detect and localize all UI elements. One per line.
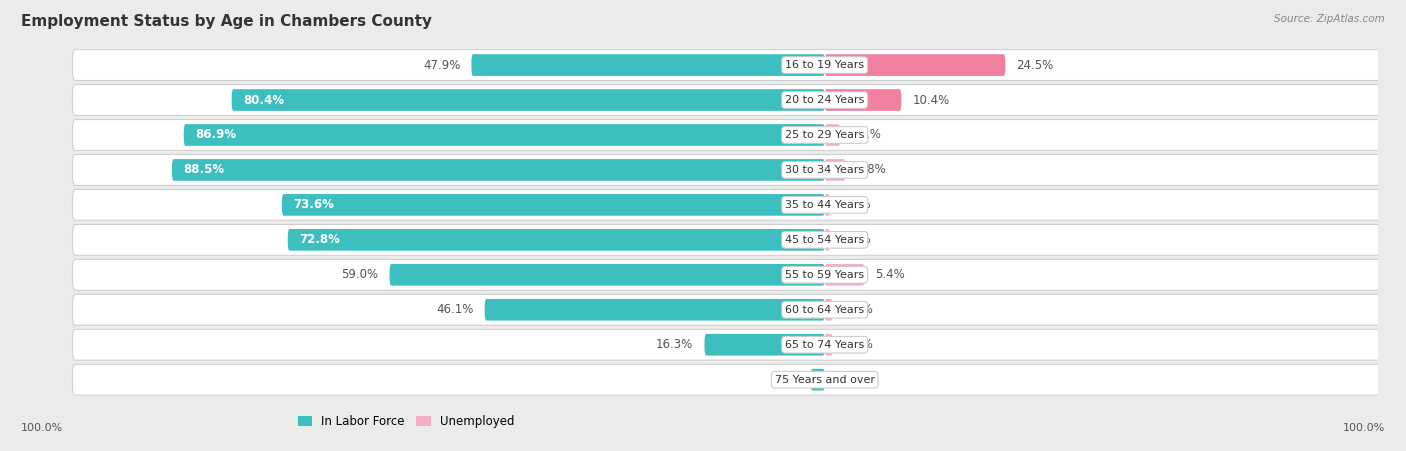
FancyBboxPatch shape <box>72 225 1406 255</box>
Text: 86.9%: 86.9% <box>195 129 236 142</box>
FancyBboxPatch shape <box>825 194 830 216</box>
FancyBboxPatch shape <box>72 329 1406 360</box>
FancyBboxPatch shape <box>72 120 1406 150</box>
Text: 88.5%: 88.5% <box>183 163 224 176</box>
Text: 5.4%: 5.4% <box>876 268 905 281</box>
Text: 1.9%: 1.9% <box>769 373 800 386</box>
FancyBboxPatch shape <box>825 124 841 146</box>
Text: 65 to 74 Years: 65 to 74 Years <box>785 340 865 350</box>
Text: 100.0%: 100.0% <box>1343 423 1385 433</box>
FancyBboxPatch shape <box>281 194 825 216</box>
Text: 47.9%: 47.9% <box>423 59 460 72</box>
FancyBboxPatch shape <box>825 159 845 181</box>
FancyBboxPatch shape <box>72 155 1406 185</box>
FancyBboxPatch shape <box>825 89 901 111</box>
FancyBboxPatch shape <box>72 50 1406 80</box>
FancyBboxPatch shape <box>72 189 1406 220</box>
FancyBboxPatch shape <box>72 295 1406 325</box>
FancyBboxPatch shape <box>825 299 832 321</box>
FancyBboxPatch shape <box>825 229 830 251</box>
Text: 46.1%: 46.1% <box>436 303 474 316</box>
Text: 1.1%: 1.1% <box>844 338 873 351</box>
Text: 35 to 44 Years: 35 to 44 Years <box>785 200 865 210</box>
FancyBboxPatch shape <box>825 264 865 285</box>
FancyBboxPatch shape <box>72 364 1406 395</box>
Text: 30 to 34 Years: 30 to 34 Years <box>785 165 865 175</box>
Text: Employment Status by Age in Chambers County: Employment Status by Age in Chambers Cou… <box>21 14 432 28</box>
Text: 0.7%: 0.7% <box>841 198 870 212</box>
FancyBboxPatch shape <box>389 264 825 285</box>
FancyBboxPatch shape <box>825 334 832 355</box>
FancyBboxPatch shape <box>72 259 1406 290</box>
FancyBboxPatch shape <box>72 85 1406 115</box>
Legend: In Labor Force, Unemployed: In Labor Force, Unemployed <box>292 410 519 433</box>
FancyBboxPatch shape <box>811 369 825 391</box>
Text: 1.1%: 1.1% <box>844 303 873 316</box>
Text: 0.7%: 0.7% <box>841 233 870 246</box>
Text: 59.0%: 59.0% <box>342 268 378 281</box>
FancyBboxPatch shape <box>471 54 825 76</box>
FancyBboxPatch shape <box>184 124 825 146</box>
Text: 73.6%: 73.6% <box>292 198 333 212</box>
Text: 60 to 64 Years: 60 to 64 Years <box>785 305 865 315</box>
Text: 55 to 59 Years: 55 to 59 Years <box>785 270 865 280</box>
Text: 45 to 54 Years: 45 to 54 Years <box>785 235 865 245</box>
FancyBboxPatch shape <box>825 54 1005 76</box>
Text: 20 to 24 Years: 20 to 24 Years <box>785 95 865 105</box>
Text: Source: ZipAtlas.com: Source: ZipAtlas.com <box>1274 14 1385 23</box>
FancyBboxPatch shape <box>172 159 825 181</box>
Text: 0.0%: 0.0% <box>835 373 865 386</box>
FancyBboxPatch shape <box>485 299 825 321</box>
FancyBboxPatch shape <box>704 334 825 355</box>
Text: 10.4%: 10.4% <box>912 93 949 106</box>
Text: 75 Years and over: 75 Years and over <box>775 375 875 385</box>
Text: 80.4%: 80.4% <box>243 93 284 106</box>
Text: 2.8%: 2.8% <box>856 163 886 176</box>
Text: 16.3%: 16.3% <box>657 338 693 351</box>
Text: 16 to 19 Years: 16 to 19 Years <box>785 60 865 70</box>
Text: 2.1%: 2.1% <box>851 129 882 142</box>
FancyBboxPatch shape <box>288 229 825 251</box>
Text: 24.5%: 24.5% <box>1017 59 1053 72</box>
Text: 25 to 29 Years: 25 to 29 Years <box>785 130 865 140</box>
Text: 72.8%: 72.8% <box>299 233 340 246</box>
Text: 100.0%: 100.0% <box>21 423 63 433</box>
FancyBboxPatch shape <box>232 89 825 111</box>
